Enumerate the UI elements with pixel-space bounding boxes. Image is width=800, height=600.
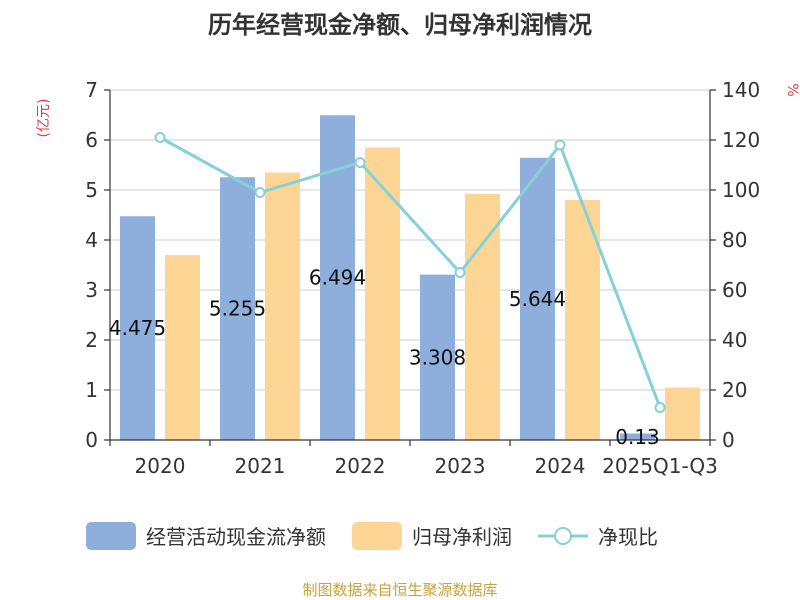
bar-net-profit [265, 172, 300, 440]
data-label: 3.308 [409, 345, 466, 369]
chart-title: 历年经营现金净额、归母净利润情况 [208, 11, 592, 39]
ratio-point [454, 267, 466, 278]
ratio-point [354, 157, 366, 168]
data-label: 5.255 [209, 297, 266, 321]
y-right-unit: % [784, 83, 800, 96]
legend-label: 归母净利润 [412, 525, 512, 549]
bar-cashflow [120, 216, 155, 440]
data-label: 5.644 [509, 287, 566, 311]
y-right-tick-label: 40 [722, 328, 747, 352]
axes: 0 1 2 3 4 5 6 7 0 20 40 60 80 100 120 140 2020 2021 2022 20… [85, 78, 760, 478]
source-note: 制图数据来自恒生聚源数据库 [302, 581, 497, 599]
bar-net-profit [165, 255, 200, 440]
y-right-tick-label: 120 [722, 128, 760, 152]
x-tick-label: 2022 [335, 454, 386, 478]
bar-cashflow [420, 274, 455, 440]
bar-net-profit [665, 387, 700, 440]
legend-label: 净现比 [598, 525, 658, 549]
legend-label: 经营活动现金流净额 [146, 525, 326, 549]
bar-cashflow [520, 157, 555, 441]
y-right-tick-label: 0 [722, 428, 735, 452]
legend-swatch [86, 522, 136, 550]
ratio-line [154, 132, 666, 413]
data-label: 6.494 [309, 266, 366, 290]
y-right-tick-label: 140 [722, 78, 760, 102]
grid-lines [110, 89, 710, 391]
y-right-tick-label: 20 [722, 378, 747, 402]
ratio-line-path [159, 136, 662, 409]
x-tick-label: 2023 [435, 454, 486, 478]
legend-marker [554, 527, 572, 545]
ratio-point [654, 402, 666, 413]
bar-cashflow [620, 433, 655, 440]
y-right-tick-label: 60 [722, 278, 747, 302]
x-tick-label: 2025Q1-Q3 [602, 454, 718, 478]
ratio-point [554, 139, 566, 151]
y-left-unit: (亿元) [36, 99, 52, 138]
bars [120, 115, 700, 441]
y-left-tick-label: 2 [85, 328, 98, 352]
y-right-tick-label: 80 [722, 228, 747, 252]
y-left-tick-label: 5 [85, 178, 98, 202]
bar-net-profit [365, 147, 400, 440]
y-left-tick-label: 6 [85, 128, 98, 152]
y-right-tick-label: 100 [722, 178, 760, 202]
y-left-tick-label: 4 [85, 228, 98, 252]
data-label: 4.475 [109, 316, 166, 340]
bar-cashflow [220, 177, 255, 440]
y-left-tick-label: 0 [85, 428, 98, 452]
bar-net-profit [465, 194, 500, 440]
y-left-tick-label: 1 [85, 378, 98, 402]
data-labels: 4.475 5.255 6.494 3.308 5.644 0.13 [109, 266, 660, 449]
bar-net-profit [565, 200, 600, 440]
y-left-tick-label: 7 [85, 78, 98, 102]
legend: 经营活动现金流净额 归母净利润 净现比 [86, 522, 658, 550]
ratio-point [254, 187, 266, 198]
x-tick-label: 2020 [135, 454, 186, 478]
legend-swatch [352, 522, 402, 550]
y-left-tick-label: 3 [85, 278, 98, 302]
ratio-point [154, 132, 166, 143]
x-tick-label: 2024 [535, 454, 586, 478]
x-tick-label: 2021 [235, 454, 286, 478]
data-label: 0.13 [615, 425, 660, 449]
